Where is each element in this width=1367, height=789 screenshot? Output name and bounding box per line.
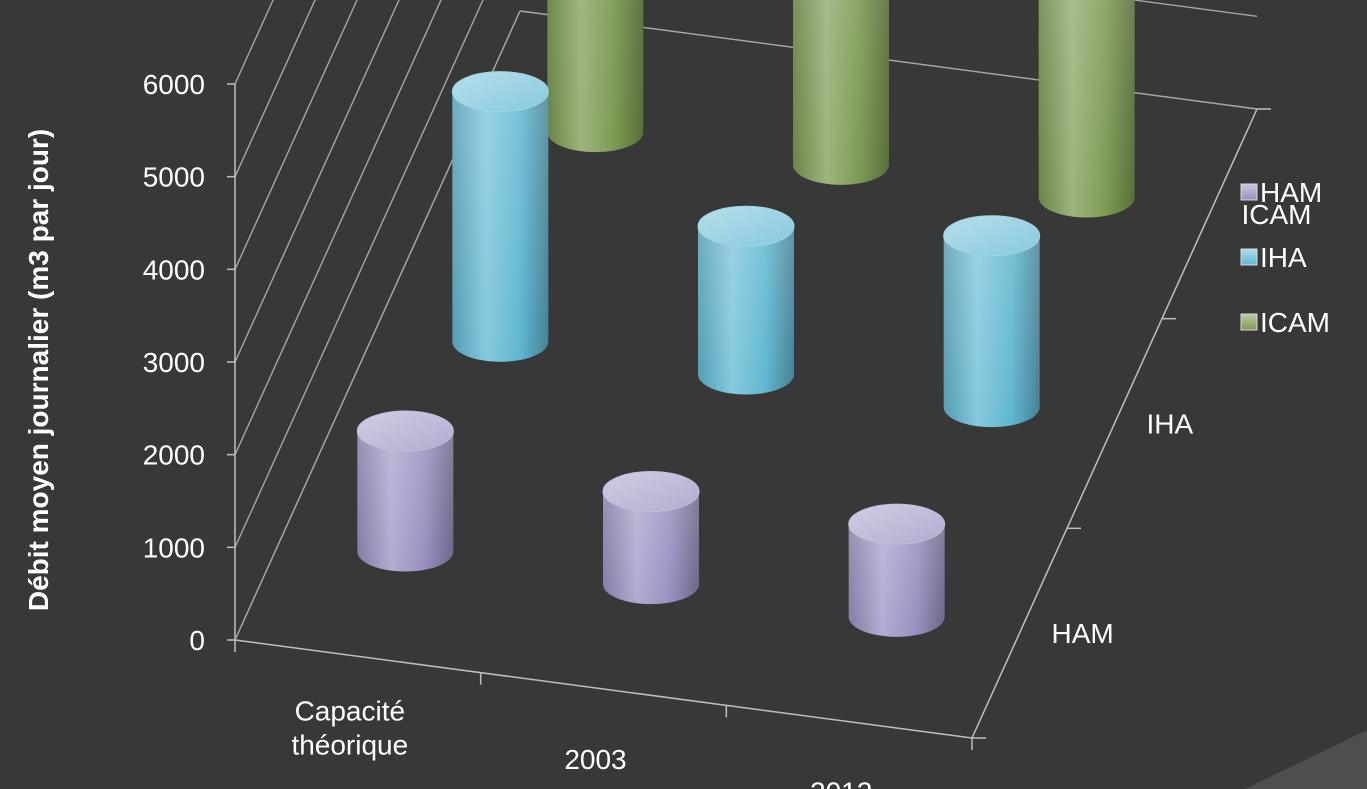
bar-icam	[547, 0, 644, 153]
x-tick-label: 2003	[564, 744, 626, 775]
legend-label: IHA	[1260, 242, 1307, 273]
tick-labels: 0 1000 2000 3000 4000 5000 6000 Capacité théoriq…	[143, 69, 1312, 789]
side-gridline	[234, 0, 316, 177]
bar-iha	[943, 215, 1041, 428]
y-tick-label: 0	[189, 625, 205, 656]
side-gridline	[234, 0, 400, 363]
bar-iha	[697, 205, 795, 395]
depth-tick-label: HAM	[1052, 618, 1114, 649]
y-tick-label: 5000	[143, 162, 205, 193]
x-tick-label: 2012	[810, 777, 872, 789]
legend-swatch	[1240, 313, 1258, 331]
x-axis-line	[234, 639, 973, 739]
bar-icam	[1038, 0, 1135, 218]
y-tick-label: 6000	[143, 69, 205, 100]
side-gridline	[234, 0, 484, 548]
y-tick-label: 2000	[143, 440, 205, 471]
legend: HAM IHA ICAM	[1240, 177, 1330, 338]
depth-tick-label: ICAM	[1242, 199, 1312, 230]
y-axis-title: Débit moyen journalier (m3 par jour)	[23, 129, 54, 611]
y-tick-label: 3000	[143, 347, 205, 378]
side-gridline	[234, 0, 358, 270]
bar-icam	[793, 0, 889, 185]
bars	[356, 0, 1135, 637]
x-tick-label: Capacité théorique	[291, 695, 408, 760]
bar-ham	[848, 503, 946, 637]
bar-ham	[602, 471, 700, 605]
legend-label: HAM	[1260, 177, 1322, 208]
depth-axis-line	[971, 108, 1258, 739]
legend-swatch	[1240, 183, 1258, 201]
legend-label: ICAM	[1260, 307, 1330, 338]
depth-tick-label: IHA	[1147, 409, 1194, 440]
corner-decoration	[1245, 730, 1367, 789]
y-tick-label: 4000	[143, 254, 205, 285]
bar-iha	[451, 71, 549, 362]
y-tick-label: 1000	[143, 532, 205, 563]
bar-ham	[356, 410, 454, 572]
legend-swatch	[1240, 248, 1258, 266]
side-gridline	[234, 0, 442, 455]
